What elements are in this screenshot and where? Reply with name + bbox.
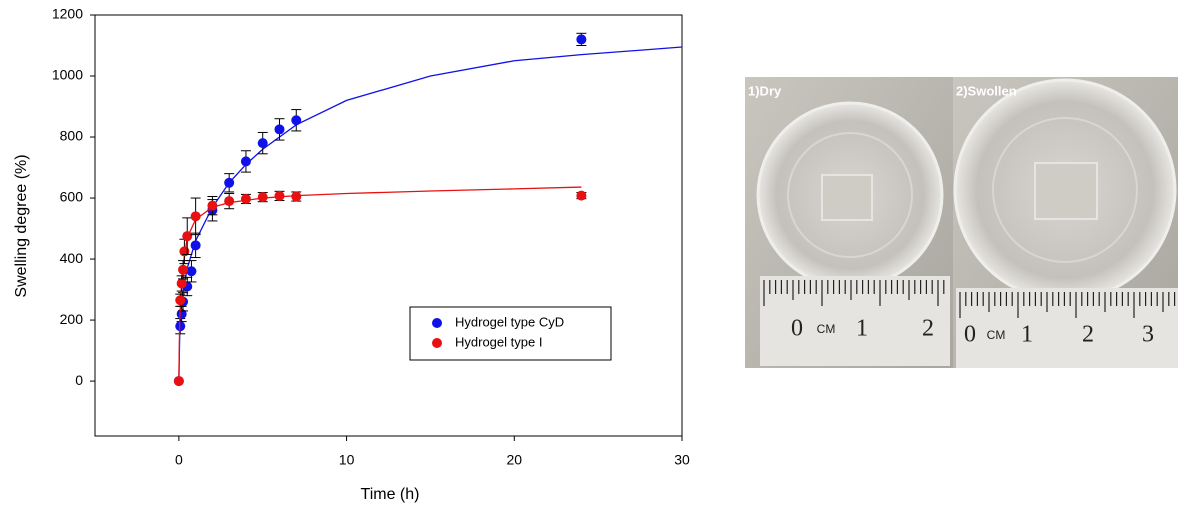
- point: [257, 192, 268, 203]
- point: [576, 190, 587, 201]
- x-tick-label: 0: [175, 452, 183, 468]
- ruler-label: 2: [922, 316, 934, 342]
- ruler-label: CM: [817, 322, 836, 336]
- point: [190, 240, 201, 251]
- point: [173, 376, 184, 387]
- legend-label: Hydrogel type I: [455, 334, 542, 349]
- y-tick-label: 1000: [52, 67, 83, 83]
- sample: [821, 174, 873, 221]
- point: [207, 200, 218, 211]
- point: [240, 193, 251, 204]
- x-tick-label: 30: [674, 452, 690, 468]
- disk-ring: [787, 132, 913, 258]
- point: [240, 156, 251, 167]
- y-tick-label: 800: [60, 128, 84, 144]
- point: [178, 264, 189, 275]
- ruler-label: 0: [964, 322, 976, 348]
- point: [576, 34, 587, 45]
- ruler: [760, 276, 950, 366]
- ruler-label: 1: [856, 316, 868, 342]
- ruler-label: 2: [1082, 322, 1094, 348]
- legend-label: Hydrogel type CyD: [455, 314, 564, 329]
- disk-ring: [992, 117, 1138, 263]
- ruler: [956, 288, 1178, 368]
- legend-marker: [432, 318, 442, 328]
- y-tick-label: 600: [60, 189, 84, 205]
- legend-box: [409, 306, 612, 361]
- x-tick-label: 20: [506, 452, 522, 468]
- sample: [1034, 162, 1098, 220]
- ruler-label: 0: [791, 316, 803, 342]
- point: [291, 115, 302, 126]
- photo: [745, 77, 1178, 368]
- y-tick-label: 0: [75, 372, 83, 388]
- point: [224, 177, 235, 188]
- photo-label: 2)Swollen: [956, 83, 1017, 98]
- photo-label: 1)Dry: [748, 83, 782, 98]
- ruler-label: 3: [1142, 322, 1154, 348]
- y-tick-label: 400: [60, 250, 84, 266]
- point: [291, 191, 302, 202]
- point: [257, 138, 268, 149]
- point: [274, 124, 285, 135]
- point: [182, 231, 193, 242]
- point: [274, 190, 285, 201]
- y-tick-label: 200: [60, 311, 84, 327]
- point: [175, 295, 186, 306]
- legend-marker: [432, 338, 442, 348]
- y-axis-label: Swelling degree (%): [13, 154, 30, 297]
- point: [186, 266, 197, 277]
- ruler-label: 1: [1021, 322, 1033, 348]
- point: [176, 308, 187, 319]
- point: [224, 196, 235, 207]
- point: [190, 211, 201, 222]
- x-axis-label: Time (h): [361, 486, 420, 503]
- ruler-label: CM: [987, 328, 1006, 342]
- x-tick-label: 10: [339, 452, 355, 468]
- plot-frame: [94, 14, 683, 437]
- y-tick-label: 1200: [52, 6, 83, 22]
- point: [176, 278, 187, 289]
